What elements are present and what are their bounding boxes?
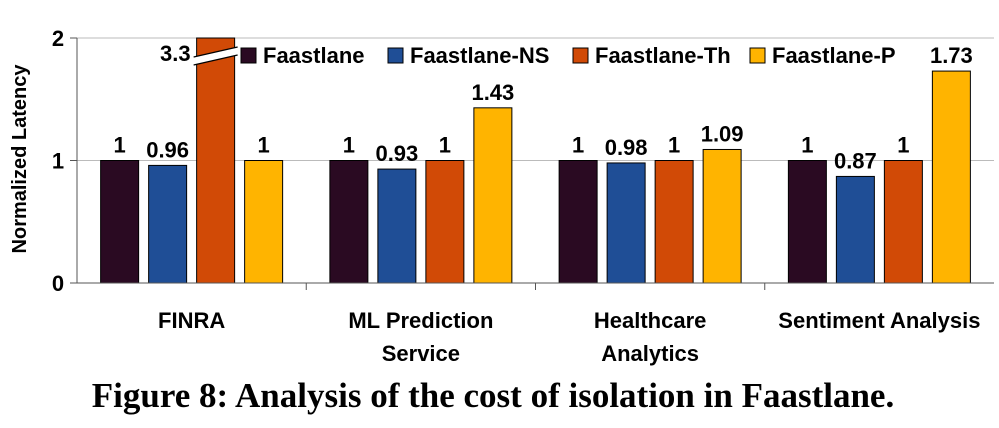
data-label: 1	[114, 133, 126, 158]
legend-swatch	[387, 47, 404, 64]
bar	[835, 175, 875, 284]
data-labels: 1 0.96 3.3 1 1 0.93 1 1.43 1 0.98 1 1.09 1 0.87 1 1.73	[114, 41, 973, 173]
data-label: 0.98	[605, 135, 648, 160]
x-tick-label: FINRA	[158, 308, 225, 333]
legend: Faastlane Faastlane-NS Faastlane-Th Faastla…	[240, 43, 896, 68]
data-label: 1	[572, 133, 584, 158]
data-label: 1	[343, 133, 355, 158]
data-label: 0.96	[146, 137, 189, 162]
axes: 0 1 2 FINRA ML Prediction Service Healthcare An…	[52, 26, 994, 366]
data-label: 1	[668, 133, 680, 158]
bar	[787, 160, 827, 284]
bar	[654, 160, 694, 284]
bar	[377, 168, 417, 284]
x-tick-label: Service	[382, 341, 460, 366]
y-tick-label: 1	[52, 149, 64, 174]
bar	[473, 107, 513, 284]
legend-item: Faastlane-P	[749, 43, 896, 68]
bar	[606, 162, 646, 284]
bar	[100, 160, 140, 284]
axis-break-line	[193, 46, 238, 58]
x-tick-label: Analytics	[601, 341, 699, 366]
axis-break-mark	[193, 46, 238, 66]
legend-label: Faastlane	[263, 43, 365, 68]
data-label: 1	[897, 133, 909, 158]
data-label: 1.73	[930, 43, 973, 68]
y-tick-label: 2	[52, 26, 64, 51]
bar	[931, 70, 971, 284]
bar	[425, 160, 465, 284]
data-label: 1	[258, 133, 270, 158]
bar	[702, 148, 742, 284]
data-label: 1	[801, 133, 813, 158]
data-label: 3.3	[160, 41, 191, 66]
bars	[100, 37, 971, 284]
bar	[883, 160, 923, 284]
legend-item: Faastlane	[240, 43, 365, 68]
x-tick-label: ML Prediction	[348, 308, 493, 333]
bar	[196, 37, 236, 284]
legend-item: Faastlane-Th	[572, 43, 731, 68]
legend-swatch	[240, 47, 257, 64]
data-label: 1	[439, 133, 451, 158]
legend-label: Faastlane-NS	[410, 43, 549, 68]
y-axis-label: Normalized Latency	[9, 64, 31, 254]
legend-swatch	[749, 47, 766, 64]
data-label: 1.09	[701, 121, 744, 146]
bar	[329, 160, 369, 284]
data-label: 1.43	[471, 80, 514, 105]
axis-break-line	[193, 54, 238, 66]
axis-break-gap	[193, 47, 238, 65]
bar	[148, 164, 188, 284]
data-label: 0.87	[834, 148, 877, 173]
legend-swatch	[572, 47, 589, 64]
figure-caption: Figure 8: Analysis of the cost of isolat…	[92, 376, 894, 415]
x-tick-label: Sentiment Analysis	[778, 308, 980, 333]
bar	[244, 160, 284, 284]
legend-label: Faastlane-Th	[595, 43, 731, 68]
bar	[558, 160, 598, 284]
x-tick-label: Healthcare	[594, 308, 707, 333]
y-tick-label: 0	[52, 271, 64, 296]
legend-item: Faastlane-NS	[387, 43, 549, 68]
legend-label: Faastlane-P	[772, 43, 896, 68]
data-label: 0.93	[375, 141, 418, 166]
